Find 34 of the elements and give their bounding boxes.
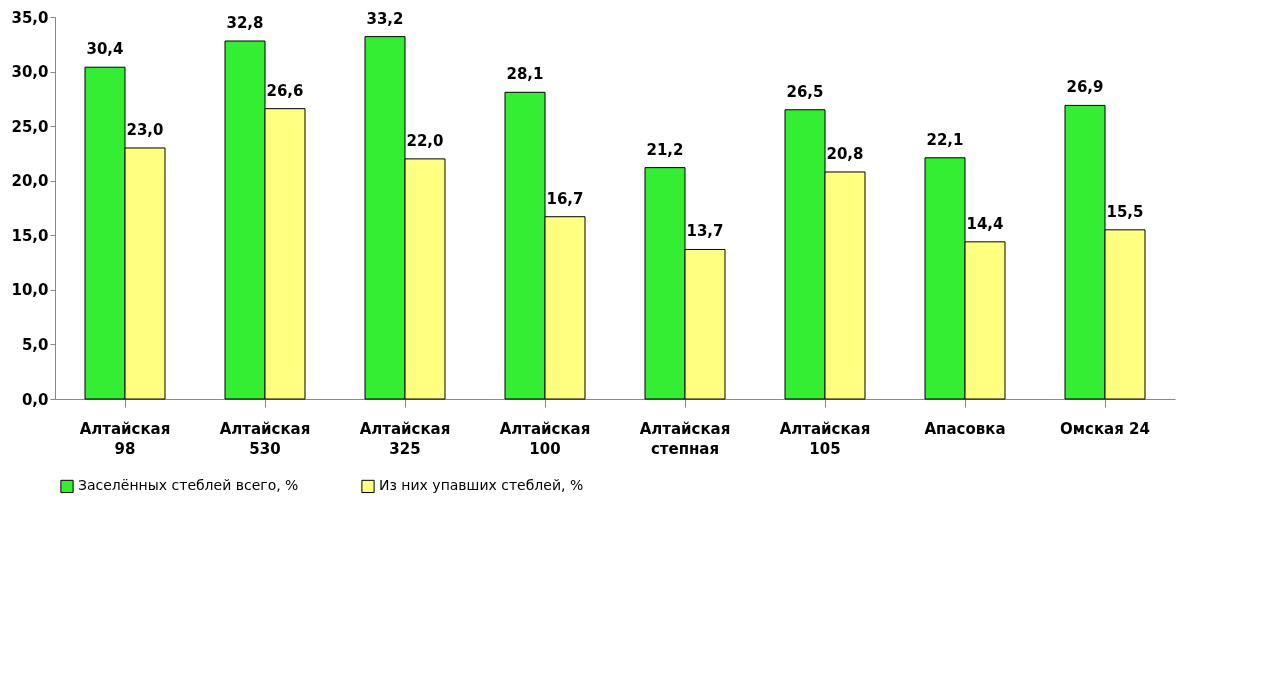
data-label: 28,1 [506,65,544,84]
x-tick-label: Омская 24 [1060,419,1150,438]
y-tick-label: 10,0 [11,281,49,300]
x-tick-label: Алтайская 105 [779,419,871,458]
data-label: 13,7 [686,222,724,241]
y-tick-label: 20,0 [11,172,49,191]
x-tick-label: Алтайская 325 [359,419,451,458]
data-label: 15,5 [1106,202,1144,221]
y-tick-label: 35,0 [11,8,49,27]
legend-label: Из них упавших стеблей, % [379,477,584,494]
y-tick-label: 15,0 [11,226,49,245]
data-label: 26,6 [266,81,304,100]
data-label: 22,0 [406,131,444,150]
data-label: 26,9 [1066,78,1104,97]
data-label: 30,4 [86,40,124,59]
data-label: 22,1 [926,130,964,149]
data-label: 14,4 [966,214,1004,233]
data-label: 23,0 [126,120,164,139]
data-label: 21,2 [646,140,684,159]
data-label: 33,2 [366,9,404,28]
legend-label: Заселённых стеблей всего, % [78,477,299,494]
data-label: 16,7 [546,189,584,208]
data-label: 26,5 [786,82,824,101]
data-label: 32,8 [226,14,264,33]
y-tick-label: 30,0 [11,63,49,82]
y-tick-label: 5,0 [21,335,49,354]
y-tick-label: 0,0 [21,390,49,409]
x-tick-label: Алтайская 100 [499,419,591,458]
y-tick-label: 25,0 [11,117,49,136]
data-label: 20,8 [826,144,864,163]
x-tick-label: Алтайская 530 [219,419,311,458]
x-tick-label: Апасовка [924,419,1006,438]
x-tick-label: Алтайская степная [639,419,731,458]
x-tick-label: Алтайская 98 [79,419,171,458]
